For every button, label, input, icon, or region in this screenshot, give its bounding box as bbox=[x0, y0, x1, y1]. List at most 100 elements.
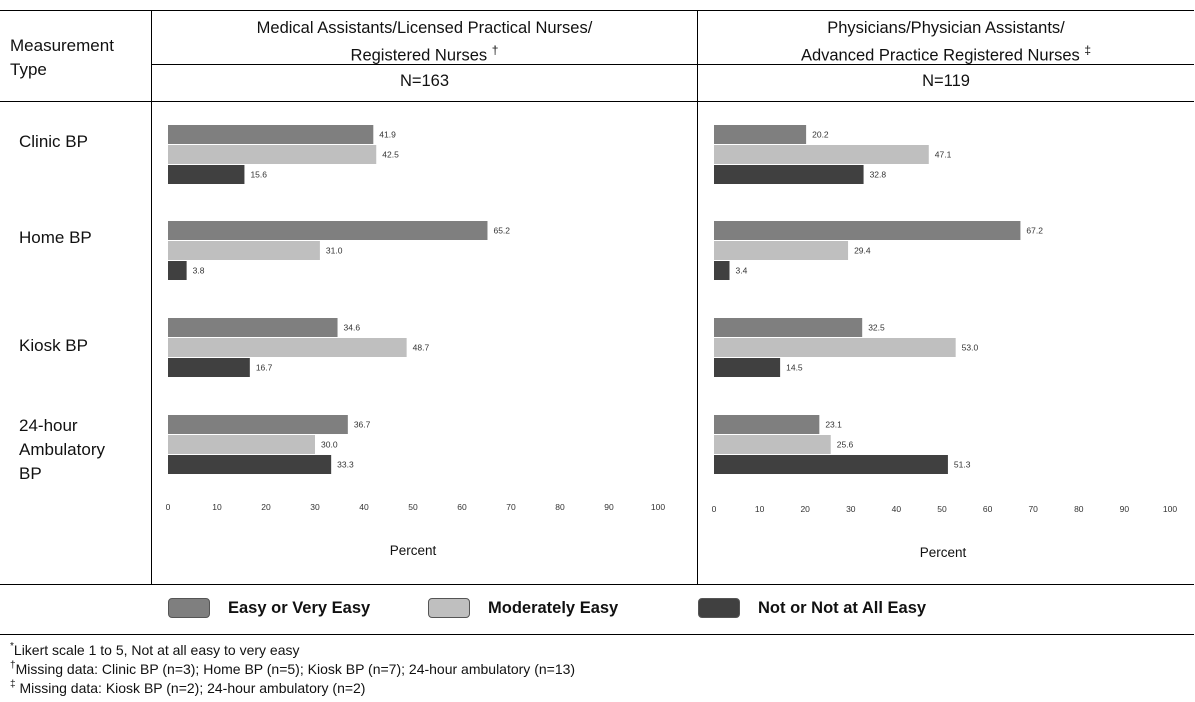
footnote-text: Likert scale 1 to 5, Not at all easy to … bbox=[13, 642, 300, 658]
bar-0-0-0 bbox=[168, 125, 374, 144]
chart-left: 41.9 42.5 15.6 65.2 31.0 3.8 34.6 48.7 16.7 36.7 3… bbox=[166, 125, 665, 512]
bar-0-3-1 bbox=[168, 435, 315, 454]
bar-0-2-0 bbox=[168, 318, 338, 337]
x-tick-label: 100 bbox=[651, 502, 665, 512]
chart-right: 20.2 47.1 32.8 67.2 29.4 3.4 32.5 53.0 14.5 23.1 2… bbox=[712, 125, 1177, 514]
row-label-line: BP bbox=[19, 464, 42, 483]
footnote-missing-col1: †Missing data: Clinic BP (n=3); Home BP … bbox=[10, 657, 575, 678]
col-divider-2 bbox=[697, 10, 698, 584]
x-tick-label: 100 bbox=[1163, 504, 1177, 514]
x-tick-label: 60 bbox=[983, 504, 993, 514]
col2-header-line1: Physicians/Physician Assistants/ bbox=[827, 19, 1065, 37]
data-label: 65.2 bbox=[493, 226, 510, 236]
col1-n: N=163 bbox=[399, 72, 450, 90]
data-label: 47.1 bbox=[935, 150, 952, 160]
bar-1-1-1 bbox=[714, 241, 849, 260]
subheader-rule bbox=[152, 64, 1194, 65]
x-tick-label: 80 bbox=[1074, 504, 1084, 514]
data-label: 14.5 bbox=[786, 363, 803, 373]
legend-item-moderate: Moderately Easy bbox=[428, 598, 618, 618]
legend-item-not-easy: Not or Not at All Easy bbox=[698, 598, 926, 618]
data-label: 3.4 bbox=[736, 266, 748, 276]
x-tick-label: 20 bbox=[261, 502, 271, 512]
legend-bottom-rule bbox=[0, 634, 1194, 635]
data-label: 53.0 bbox=[962, 343, 979, 353]
bar-1-3-0 bbox=[714, 415, 820, 434]
data-label: 32.5 bbox=[868, 323, 885, 333]
bar-0-0-2 bbox=[168, 165, 245, 184]
data-label: 30.0 bbox=[321, 440, 338, 450]
data-label: 15.6 bbox=[250, 170, 267, 180]
col1-header-line2: Registered Nurses bbox=[350, 46, 488, 65]
data-label: 36.7 bbox=[354, 420, 371, 430]
legend-top-rule bbox=[0, 584, 1194, 585]
bar-1-3-2 bbox=[714, 455, 948, 474]
legend-swatch-not-easy bbox=[698, 598, 740, 618]
row-label-kiosk: Kiosk BP bbox=[19, 334, 88, 358]
bar-1-1-0 bbox=[714, 221, 1021, 240]
data-label: 29.4 bbox=[854, 246, 871, 256]
x-tick-label: 40 bbox=[892, 504, 902, 514]
data-label: 25.6 bbox=[837, 440, 854, 450]
row-label-line: Clinic BP bbox=[19, 132, 88, 151]
footnote-mark: ‡ bbox=[10, 679, 16, 690]
bar-0-3-0 bbox=[168, 415, 348, 434]
data-label: 3.8 bbox=[193, 266, 205, 276]
bar-0-0-1 bbox=[168, 145, 377, 164]
legend-label-not-easy: Not or Not at All Easy bbox=[758, 598, 927, 617]
col1-header-line1: Medical Assistants/Licensed Practical Nu… bbox=[256, 19, 593, 37]
data-label: 67.2 bbox=[1026, 226, 1043, 236]
footnote-likert: *Likert scale 1 to 5, Not at all easy to… bbox=[10, 638, 299, 659]
row-label-home: Home BP bbox=[19, 226, 92, 250]
legend-label-moderate: Moderately Easy bbox=[488, 598, 619, 617]
legend-item-easy: Easy or Very Easy bbox=[168, 598, 370, 618]
footnote-text: Missing data: Clinic BP (n=3); Home BP (… bbox=[15, 661, 576, 677]
col1-header-line2-wrap: Registered Nurses † bbox=[152, 39, 697, 67]
bar-1-3-1 bbox=[714, 435, 831, 454]
legend-label-easy: Easy or Very Easy bbox=[228, 598, 371, 617]
footnote-mark: * bbox=[10, 641, 14, 652]
x-axis-title-left: Percent bbox=[389, 543, 437, 558]
data-label: 16.7 bbox=[256, 363, 273, 373]
data-label: 48.7 bbox=[413, 343, 430, 353]
data-label: 31.0 bbox=[326, 246, 343, 256]
x-tick-label: 10 bbox=[755, 504, 765, 514]
data-label: 33.3 bbox=[337, 460, 354, 470]
row-label-line: Ambulatory bbox=[19, 440, 105, 459]
legend: Easy or Very Easy Moderately Easy Not or… bbox=[0, 598, 1194, 622]
col2-header: Physicians/Physician Assistants/ Advance… bbox=[698, 17, 1194, 67]
col2-header-line2: Advanced Practice Registered Nurses bbox=[800, 46, 1080, 65]
row-label-clinic: Clinic BP bbox=[19, 130, 88, 154]
x-tick-label: 70 bbox=[506, 502, 516, 512]
bar-0-2-2 bbox=[168, 358, 250, 377]
data-label: 34.6 bbox=[344, 323, 361, 333]
x-tick-label: 90 bbox=[1120, 504, 1130, 514]
x-tick-label: 50 bbox=[937, 504, 947, 514]
bar-1-0-1 bbox=[714, 145, 929, 164]
x-tick-label: 30 bbox=[310, 502, 320, 512]
bar-0-1-0 bbox=[168, 221, 488, 240]
bar-0-1-1 bbox=[168, 241, 320, 260]
header-bottom-rule bbox=[0, 101, 1194, 102]
bar-0-3-2 bbox=[168, 455, 332, 474]
data-label: 20.2 bbox=[812, 130, 829, 140]
col1-dagger-mark: † bbox=[491, 43, 499, 57]
x-tick-label: 90 bbox=[604, 502, 614, 512]
data-label: 32.8 bbox=[870, 170, 887, 180]
bar-1-0-0 bbox=[714, 125, 807, 144]
row-header-label: Measurement Type bbox=[10, 36, 114, 79]
data-label: 41.9 bbox=[379, 130, 396, 140]
col1-header: Medical Assistants/Licensed Practical Nu… bbox=[152, 17, 697, 67]
bar-1-1-2 bbox=[714, 261, 730, 280]
top-border bbox=[0, 10, 1194, 11]
legend-swatch-easy bbox=[168, 598, 210, 618]
bar-1-2-1 bbox=[714, 338, 956, 357]
col2-header-line2-wrap: Advanced Practice Registered Nurses ‡ bbox=[698, 39, 1194, 67]
row-label-line: 24-hour bbox=[19, 416, 78, 435]
footnote-text: Missing data: Kiosk BP (n=2); 24-hour am… bbox=[15, 680, 366, 696]
bar-0-2-1 bbox=[168, 338, 407, 357]
row-label-ambulatory: 24-hour Ambulatory BP bbox=[19, 414, 105, 486]
x-tick-label: 60 bbox=[457, 502, 467, 512]
data-label: 23.1 bbox=[825, 420, 842, 430]
